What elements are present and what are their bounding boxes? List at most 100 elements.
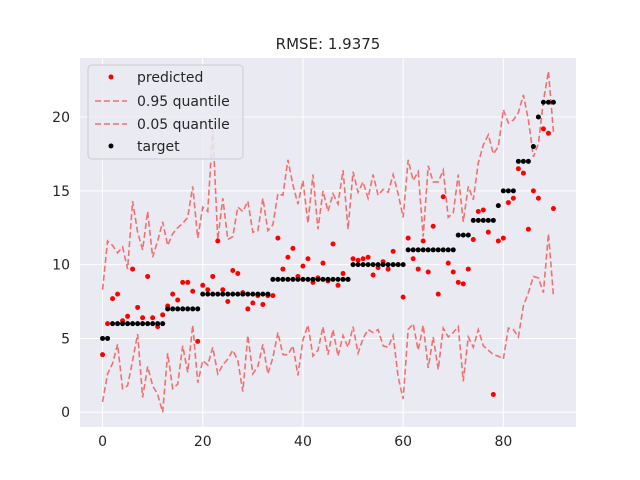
predicted-point bbox=[305, 256, 311, 262]
target-point bbox=[145, 321, 151, 327]
x-tick-labels: 0 20 40 60 80 bbox=[98, 434, 512, 450]
target-point bbox=[415, 247, 421, 253]
target-point bbox=[270, 276, 276, 282]
predicted-point bbox=[470, 237, 476, 243]
x-tick-label: 0 bbox=[98, 434, 107, 450]
predicted-point bbox=[535, 195, 541, 201]
data-points bbox=[100, 99, 556, 398]
target-point bbox=[420, 247, 426, 253]
predicted-point bbox=[510, 195, 516, 201]
predicted-point bbox=[355, 257, 361, 263]
target-point bbox=[305, 276, 311, 282]
predicted-point bbox=[440, 194, 446, 200]
target-point bbox=[425, 247, 431, 253]
predicted-point bbox=[435, 291, 441, 297]
predicted-point bbox=[550, 206, 556, 212]
lower-quantile-line bbox=[101, 233, 555, 413]
chart-title: RMSE: 1.9375 bbox=[276, 35, 381, 53]
target-point bbox=[235, 291, 241, 297]
predicted-point bbox=[405, 235, 411, 241]
predicted-point bbox=[275, 235, 281, 241]
target-point bbox=[395, 262, 401, 268]
target-point bbox=[165, 306, 171, 312]
target-point bbox=[105, 335, 111, 341]
target-point bbox=[485, 217, 491, 223]
target-point bbox=[465, 232, 471, 238]
predicted-point bbox=[385, 266, 391, 272]
x-tick-label: 80 bbox=[494, 434, 512, 450]
predicted-point bbox=[545, 130, 551, 136]
grid bbox=[80, 58, 576, 427]
target-point bbox=[290, 276, 296, 282]
x-tick-label: 40 bbox=[294, 434, 312, 450]
predicted-point bbox=[400, 294, 406, 300]
predicted-point bbox=[335, 282, 341, 288]
target-point bbox=[280, 276, 286, 282]
target-point bbox=[505, 188, 511, 194]
target-point bbox=[150, 321, 156, 327]
target-point bbox=[200, 291, 206, 297]
legend-label-lower-quantile: 0.05 quantile bbox=[137, 117, 230, 133]
predicted-point bbox=[460, 281, 466, 287]
target-point bbox=[525, 158, 531, 164]
predicted-point bbox=[540, 126, 546, 132]
predicted-point bbox=[520, 170, 526, 176]
target-point bbox=[510, 188, 516, 194]
target-point bbox=[130, 321, 136, 327]
predicted-point bbox=[480, 207, 486, 213]
target-point bbox=[380, 262, 386, 268]
predicted-point bbox=[135, 304, 141, 310]
predicted-point bbox=[280, 266, 286, 272]
predicted-point bbox=[425, 269, 431, 275]
target-point bbox=[250, 291, 256, 297]
target-point bbox=[390, 262, 396, 268]
target-point bbox=[285, 276, 291, 282]
legend-marker-target bbox=[108, 143, 114, 149]
predicted-point bbox=[490, 392, 496, 398]
target-point bbox=[330, 276, 336, 282]
y-tick-label: 20 bbox=[52, 110, 70, 126]
predicted-point bbox=[515, 166, 521, 172]
x-tick-label: 20 bbox=[194, 434, 212, 450]
target-point bbox=[480, 217, 486, 223]
target-point bbox=[475, 217, 481, 223]
predicted-point bbox=[495, 238, 501, 244]
target-point bbox=[400, 262, 406, 268]
target-point bbox=[430, 247, 436, 253]
target-point bbox=[450, 247, 456, 253]
target-point bbox=[265, 291, 271, 297]
predicted-point bbox=[270, 293, 276, 299]
target-point bbox=[220, 291, 226, 297]
predicted-point bbox=[170, 291, 176, 297]
y-tick-label: 15 bbox=[52, 184, 70, 200]
predicted-point bbox=[225, 299, 231, 305]
predicted-point bbox=[505, 200, 511, 206]
predicted-point bbox=[250, 300, 256, 306]
target-point bbox=[125, 321, 131, 327]
predicted-point bbox=[525, 226, 531, 232]
target-point bbox=[385, 262, 391, 268]
target-point bbox=[100, 335, 106, 341]
legend-label-target: target bbox=[137, 139, 180, 155]
target-point bbox=[350, 262, 356, 268]
y-tick-label: 5 bbox=[61, 331, 70, 347]
target-point bbox=[445, 247, 451, 253]
target-point bbox=[260, 291, 266, 297]
target-point bbox=[195, 306, 201, 312]
target-point bbox=[535, 114, 541, 120]
predicted-point bbox=[285, 254, 291, 260]
target-point bbox=[210, 291, 216, 297]
target-point bbox=[340, 276, 346, 282]
target-point bbox=[455, 232, 461, 238]
target-point bbox=[160, 321, 166, 327]
target-point bbox=[325, 276, 331, 282]
y-tick-label: 10 bbox=[52, 258, 70, 274]
upper-quantile-line bbox=[101, 71, 555, 290]
predicted-point bbox=[200, 282, 206, 288]
target-point bbox=[225, 291, 231, 297]
predicted-point bbox=[350, 256, 356, 262]
predicted-point bbox=[205, 287, 211, 293]
predicted-point bbox=[180, 279, 186, 285]
target-point bbox=[110, 321, 116, 327]
predicted-point bbox=[320, 260, 326, 266]
